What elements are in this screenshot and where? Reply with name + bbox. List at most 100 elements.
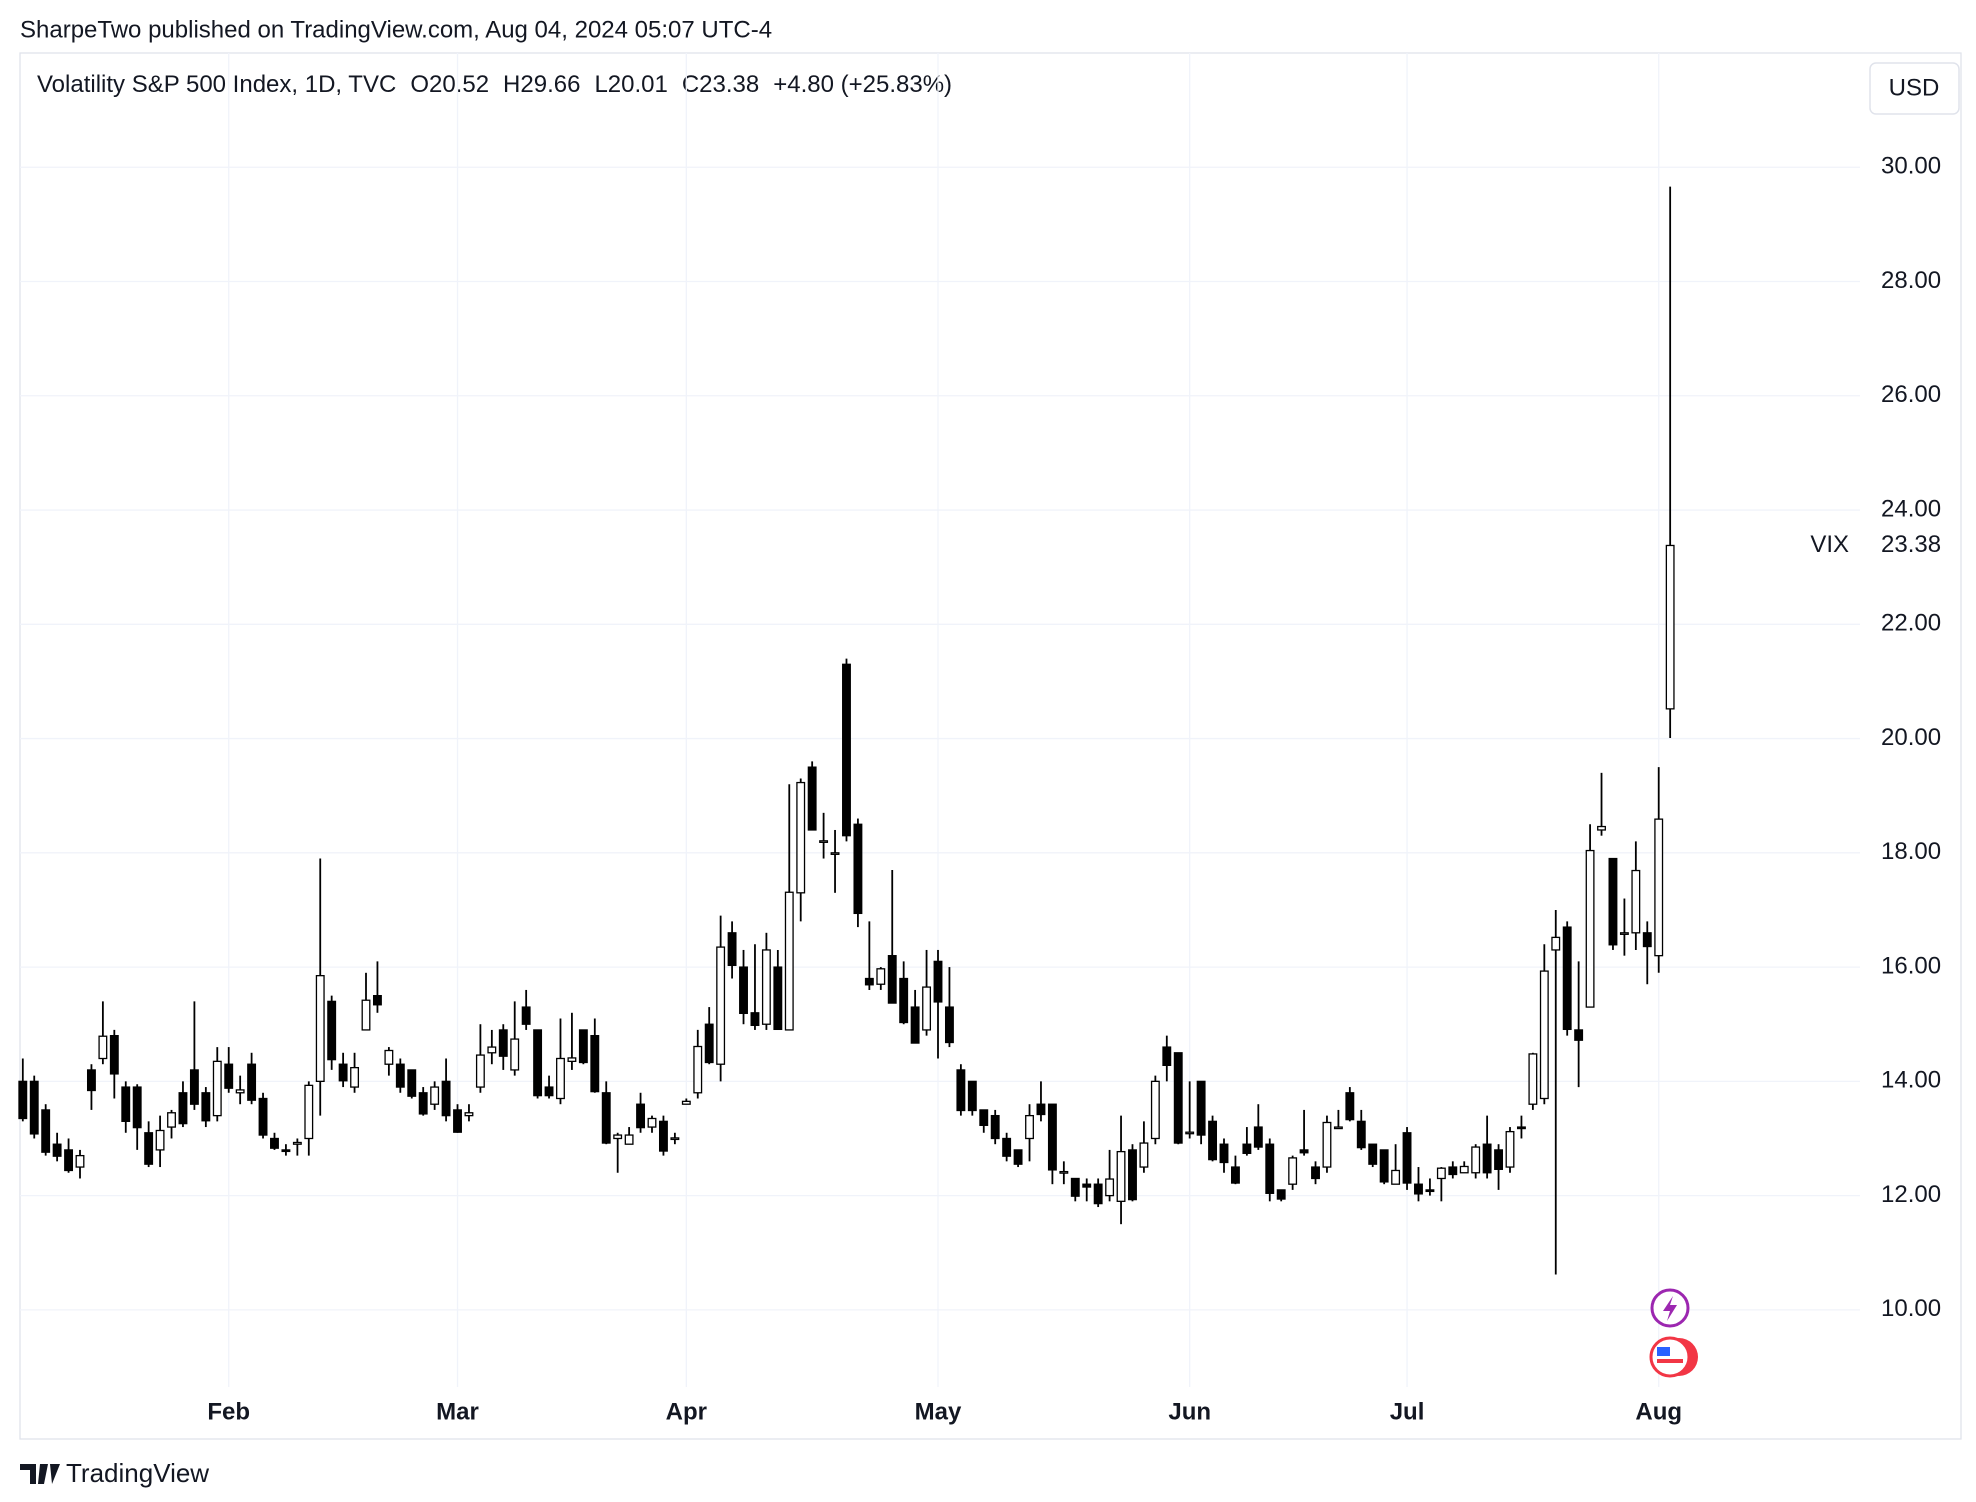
candle-body <box>1448 1166 1458 1176</box>
candle-body <box>1505 1130 1515 1168</box>
y-tick-label: 16.00 <box>1881 952 1941 979</box>
candle-body <box>956 1069 966 1112</box>
candle-body <box>578 1029 588 1064</box>
candle-body <box>681 1100 691 1105</box>
y-tick-label: 18.00 <box>1881 838 1941 865</box>
candle-body <box>727 932 737 967</box>
candle-body <box>1551 936 1561 951</box>
candle-body <box>864 977 874 986</box>
candle-body <box>121 1086 131 1122</box>
candle-body <box>1173 1052 1183 1144</box>
candle-body <box>1333 1126 1343 1130</box>
candle-body <box>338 1063 348 1082</box>
candle-body <box>876 968 886 985</box>
candle-body <box>384 1049 394 1065</box>
candle-body <box>1047 1103 1057 1171</box>
candle-body <box>1391 1169 1401 1185</box>
candle-body <box>624 1134 634 1145</box>
candle-body <box>281 1149 291 1153</box>
candle-body <box>418 1092 428 1115</box>
candle-body <box>670 1137 680 1141</box>
y-tick-label: 20.00 <box>1881 724 1941 751</box>
candle-body <box>167 1112 176 1128</box>
candle-body <box>453 1109 462 1133</box>
candle-body <box>739 966 748 1015</box>
candle-body <box>1482 1143 1492 1174</box>
x-tick-label: Jul <box>1390 1398 1425 1425</box>
candle-body <box>842 663 851 837</box>
candle-body <box>990 1114 1000 1140</box>
candle-body <box>1425 1189 1435 1193</box>
candle-body <box>1597 825 1606 831</box>
candle-body <box>464 1112 474 1117</box>
candle-body <box>1665 544 1675 710</box>
candle-body <box>1299 1149 1309 1154</box>
candle-body <box>1059 1170 1069 1174</box>
candle-body <box>887 955 897 1004</box>
candle-body <box>1471 1146 1481 1174</box>
currency[interactable]: USD <box>1889 74 1940 101</box>
candle-body <box>1253 1126 1263 1148</box>
candles <box>18 186 1675 1275</box>
candle-body <box>1311 1166 1320 1180</box>
candle-body <box>109 1034 119 1075</box>
candle-body <box>407 1069 417 1097</box>
candle-body <box>1002 1137 1012 1157</box>
last-value-label: 23.38 <box>1881 531 1941 558</box>
candle-body <box>1265 1143 1275 1194</box>
candle-body <box>1025 1114 1034 1140</box>
candle-body <box>899 977 909 1024</box>
candle-body <box>1185 1131 1195 1135</box>
candle-body <box>510 1038 520 1071</box>
candle-body <box>304 1084 314 1140</box>
currency-button[interactable] <box>1869 62 1960 115</box>
candle-body <box>1139 1142 1149 1168</box>
chart-frame <box>19 52 1962 1440</box>
candle-body <box>361 999 371 1031</box>
candle-body <box>1631 869 1641 934</box>
y-tick-label: 14.00 <box>1881 1067 1941 1094</box>
candle-body <box>567 1057 577 1063</box>
candle-body <box>853 823 863 915</box>
series-name: VIX <box>1810 531 1849 558</box>
x-tick-label: Mar <box>436 1398 479 1425</box>
candle-body <box>498 1029 508 1057</box>
y-tick-label: 24.00 <box>1881 495 1941 522</box>
flag-part <box>1657 1359 1683 1363</box>
candle-body <box>796 781 806 894</box>
candle-body <box>315 975 325 1083</box>
logo <box>20 1464 60 1484</box>
candle-body <box>521 1006 531 1025</box>
candle-body <box>235 1089 245 1094</box>
logo-mark <box>20 1464 60 1484</box>
brand: TradingView <box>66 1458 209 1488</box>
candle-body <box>1516 1126 1526 1130</box>
candle-body <box>178 1092 188 1125</box>
lightning <box>1663 1296 1677 1321</box>
y-tick-label: 30.00 <box>1881 153 1941 180</box>
candle-body <box>270 1137 279 1149</box>
candle-body <box>132 1086 142 1129</box>
candle-body <box>658 1120 668 1152</box>
candle-body <box>201 1092 211 1122</box>
candle-body <box>1219 1143 1229 1164</box>
candle-body <box>1379 1149 1389 1183</box>
candle-body <box>944 1006 954 1044</box>
candle-body <box>1230 1166 1240 1184</box>
grid <box>20 53 1860 1387</box>
candle-body <box>98 1035 108 1060</box>
candle-body <box>1585 849 1595 1008</box>
candle-body <box>372 995 382 1006</box>
candle-body <box>1105 1178 1115 1197</box>
y-tick-label: 28.00 <box>1881 267 1941 294</box>
flag-part <box>1657 1347 1670 1356</box>
candle-body <box>533 1029 543 1097</box>
candle-body <box>1654 818 1664 957</box>
event-icons <box>1649 1288 1698 1378</box>
candle-body <box>1036 1103 1046 1116</box>
candle-body <box>636 1103 646 1129</box>
candle-body <box>475 1054 485 1088</box>
candle-body <box>247 1063 257 1101</box>
